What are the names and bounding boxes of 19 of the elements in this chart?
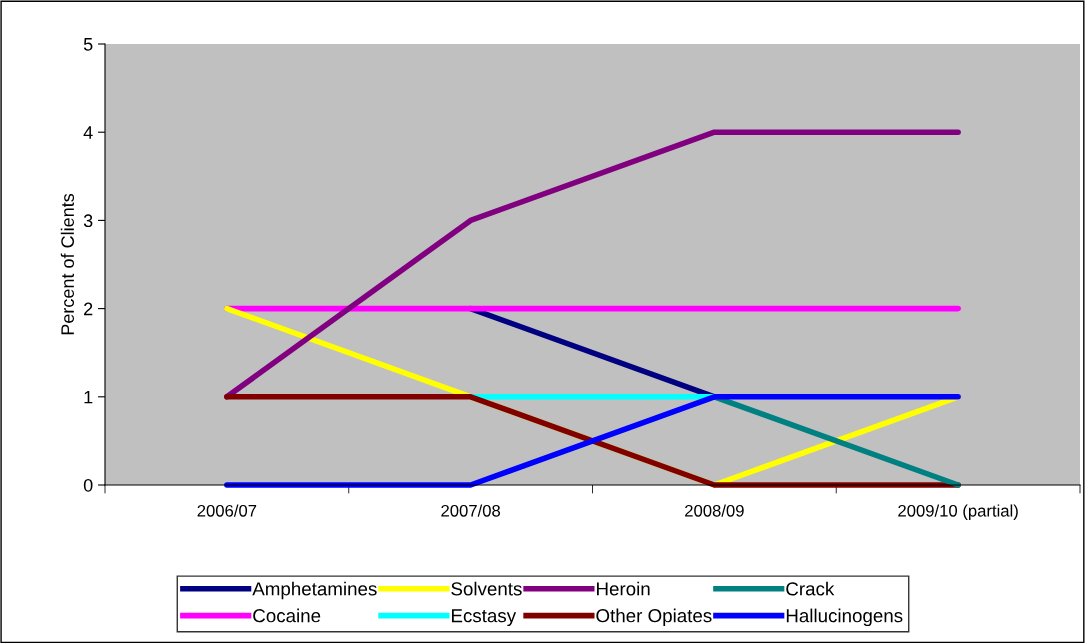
legend-label: Hallucinogens <box>786 608 903 627</box>
legend-label: Heroin <box>597 581 650 596</box>
legend-label: Amphetamines <box>252 581 377 600</box>
x-tick-label: 2006/07 <box>197 504 257 517</box>
legend-label: Ecstasy <box>451 609 517 627</box>
y-tick-label: 5 <box>83 38 93 51</box>
y-axis-title: Percent of Clients <box>60 193 75 335</box>
y-tick-label: 2 <box>84 302 93 316</box>
legend-label: Crack <box>786 581 835 596</box>
legend-label: Solvents <box>451 581 522 596</box>
x-tick-label: 2009/10 (partial) <box>898 504 1018 520</box>
legend-label: Cocaine <box>253 608 321 623</box>
x-tick-label: 2008/09 <box>685 504 744 517</box>
y-tick-label: 3 <box>83 214 93 228</box>
legend-label: Other Opiates <box>596 608 712 627</box>
y-tick-label: 0 <box>83 478 93 492</box>
y-tick-label: 1 <box>84 390 93 404</box>
y-tick-label: 4 <box>83 126 93 139</box>
x-tick-label: 2007/08 <box>441 504 501 517</box>
